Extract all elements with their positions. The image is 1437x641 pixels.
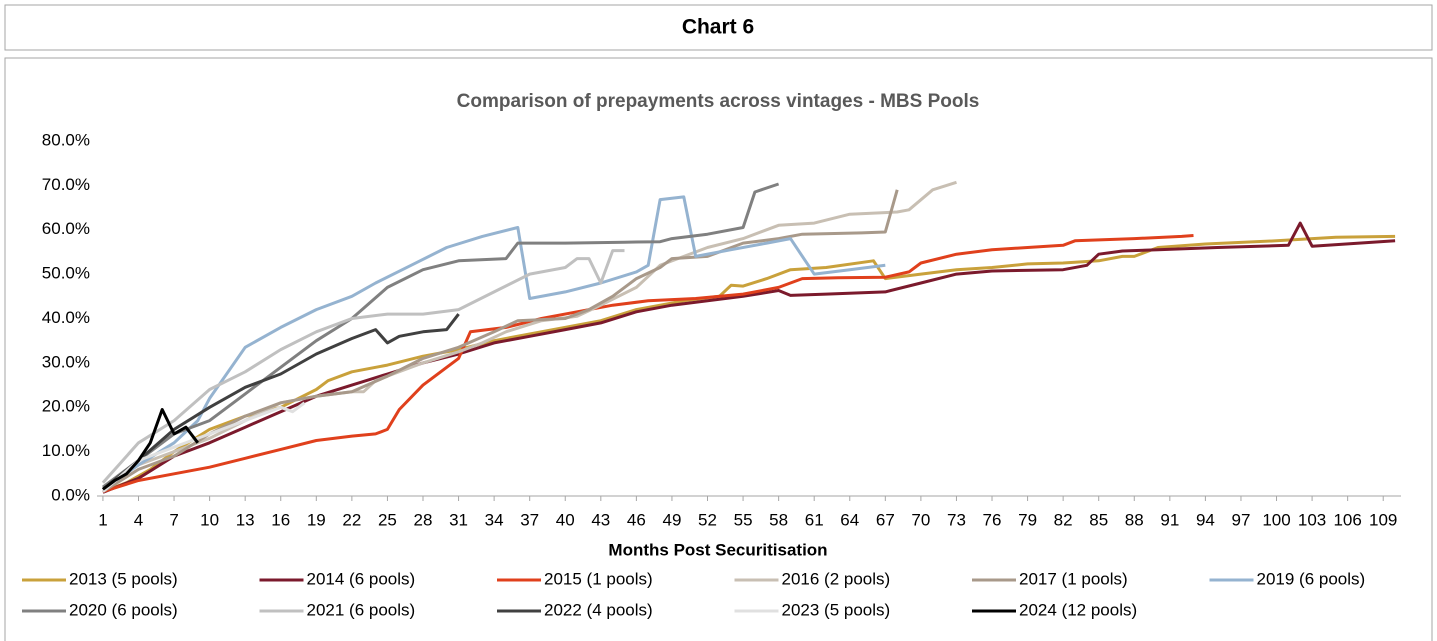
x-tick-label: 61 (805, 510, 824, 529)
y-tick-label: 40.0% (42, 308, 90, 327)
x-tick-label: 100 (1262, 510, 1290, 529)
x-tick-label: 52 (698, 510, 717, 529)
x-tick-label: 37 (520, 510, 539, 529)
x-tick-label: 31 (449, 510, 468, 529)
x-tick-label: 34 (485, 510, 504, 529)
x-tick-label: 64 (840, 510, 859, 529)
y-tick-label: 20.0% (42, 397, 90, 416)
series-line (101, 249, 625, 484)
y-tick-label: 10.0% (42, 441, 90, 460)
x-tick-label: 13 (236, 510, 255, 529)
x-tick-label: 40 (556, 510, 575, 529)
x-tick-label: 10 (200, 510, 219, 529)
x-axis-title: Months Post Securitisation (608, 540, 827, 559)
x-tick-label: 1 (98, 510, 107, 529)
legend-label: 2017 (1 pools) (1019, 569, 1128, 588)
header-title: Chart 6 (682, 16, 754, 39)
x-tick-label: 76 (983, 510, 1002, 529)
legend-label: 2019 (6 pools) (1257, 569, 1366, 588)
y-tick-label: 70.0% (42, 175, 90, 194)
legend-label: 2014 (6 pools) (307, 569, 416, 588)
x-tick-label: 73 (947, 510, 966, 529)
legend-label: 2013 (5 pools) (69, 569, 178, 588)
x-tick-label: 91 (1160, 510, 1179, 529)
x-tick-label: 106 (1333, 510, 1361, 529)
x-tick-label: 49 (662, 510, 681, 529)
legend-label: 2020 (6 pools) (69, 600, 178, 619)
y-tick-label: 30.0% (42, 352, 90, 371)
x-tick-label: 22 (342, 510, 361, 529)
x-tick-label: 28 (414, 510, 433, 529)
x-tick-label: 88 (1125, 510, 1144, 529)
x-tick-label: 103 (1298, 510, 1326, 529)
x-tick-label: 55 (734, 510, 753, 529)
y-tick-label: 0.0% (51, 485, 90, 504)
y-tick-label: 80.0% (42, 130, 90, 149)
x-tick-label: 70 (911, 510, 930, 529)
series-line (102, 195, 886, 491)
x-tick-label: 94 (1196, 510, 1215, 529)
series-line (102, 408, 199, 491)
x-tick-label: 58 (769, 510, 788, 529)
header-box (4, 4, 1433, 51)
x-tick-label: 7 (169, 510, 178, 529)
y-tick-label: 60.0% (42, 219, 90, 238)
series-line (102, 182, 780, 489)
x-tick-label: 25 (378, 510, 397, 529)
legend-label: 2023 (5 pools) (782, 600, 891, 619)
x-tick-label: 85 (1089, 510, 1108, 529)
x-tick-label: 79 (1018, 510, 1037, 529)
x-tick-label: 19 (307, 510, 326, 529)
x-tick-label: 43 (591, 510, 610, 529)
x-tick-label: 4 (134, 510, 143, 529)
y-tick-label: 50.0% (42, 264, 90, 283)
legend-label: 2021 (6 pools) (307, 600, 416, 619)
legend-label: 2024 (12 pools) (1019, 600, 1137, 619)
legend-label: 2016 (2 pools) (782, 569, 891, 588)
series-line (101, 313, 460, 491)
x-tick-label: 46 (627, 510, 646, 529)
x-tick-label: 82 (1054, 510, 1073, 529)
x-tick-label: 16 (271, 510, 290, 529)
series-line (102, 189, 899, 493)
series-line (101, 401, 306, 493)
x-tick-label: 97 (1232, 510, 1251, 529)
legend-label: 2022 (4 pools) (544, 600, 653, 619)
legend-label: 2015 (1 pools) (544, 569, 653, 588)
x-tick-label: 67 (876, 510, 895, 529)
chart-title: Comparison of prepayments across vintage… (457, 91, 980, 112)
x-tick-label: 109 (1369, 510, 1397, 529)
